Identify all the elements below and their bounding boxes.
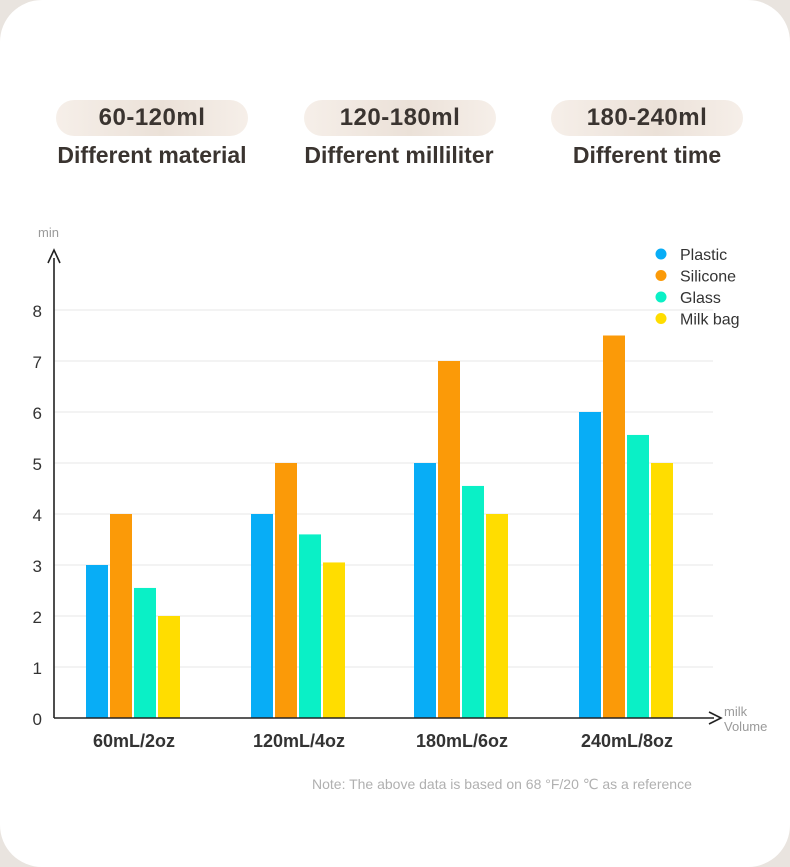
y-tick-label: 2 — [33, 608, 42, 627]
x-axis-arrow-icon — [708, 711, 723, 725]
bar-plastic — [251, 514, 273, 718]
header-label: Different milliliter — [304, 142, 494, 168]
bar-milk-bag — [651, 463, 673, 718]
bar-silicone — [603, 335, 625, 718]
legend-label: Plastic — [680, 247, 727, 264]
legend-label: Milk bag — [680, 312, 740, 329]
y-tick-label: 4 — [33, 506, 42, 525]
y-tick-label: 5 — [33, 455, 42, 474]
legend-marker — [655, 270, 667, 281]
header-label: Different material — [57, 142, 247, 168]
legend-marker — [655, 291, 667, 303]
x-axis-label: milk — [724, 704, 748, 719]
header-range-pill: 180-240ml — [551, 100, 743, 136]
bar-plastic — [86, 565, 108, 718]
bar-milk-bag — [323, 562, 345, 718]
legend-label: Silicone — [680, 269, 736, 286]
legend-marker — [655, 313, 667, 324]
header-range-pill: 60-120ml — [56, 100, 248, 136]
bar-glass — [299, 534, 321, 718]
header-range-pill: 120-180ml — [304, 100, 496, 136]
x-tick-label: 180mL/6oz — [416, 731, 508, 751]
y-tick-label: 1 — [33, 659, 42, 678]
x-tick-label: 240mL/8oz — [581, 731, 673, 751]
x-tick-label: 120mL/4oz — [253, 731, 345, 751]
bar-silicone — [438, 361, 460, 718]
bar-glass — [462, 485, 484, 718]
bar-plastic — [414, 463, 436, 718]
y-tick-label: 8 — [33, 302, 42, 321]
bar-glass — [134, 587, 156, 718]
bar-silicone — [275, 463, 297, 718]
x-tick-label: 60mL/2oz — [93, 731, 175, 751]
y-axis-arrow-icon — [47, 248, 61, 264]
bar-milk-bag — [158, 616, 180, 718]
y-tick-label: 7 — [33, 353, 42, 372]
bar-plastic — [579, 412, 601, 718]
header-label: Different time — [572, 142, 722, 168]
bar-milk-bag — [486, 514, 508, 718]
y-tick-label: 3 — [33, 557, 42, 576]
x-axis-label: Volume — [724, 719, 767, 734]
legend-label: Glass — [680, 290, 721, 307]
y-tick-label: 0 — [33, 710, 42, 729]
bar-silicone — [110, 514, 132, 718]
bar-glass — [627, 434, 649, 718]
legend-marker — [655, 248, 667, 260]
y-axis-label: min — [38, 225, 59, 240]
y-tick-label: 6 — [33, 404, 42, 423]
footnote: Note: The above data is based on 68 °F/2… — [312, 776, 692, 792]
